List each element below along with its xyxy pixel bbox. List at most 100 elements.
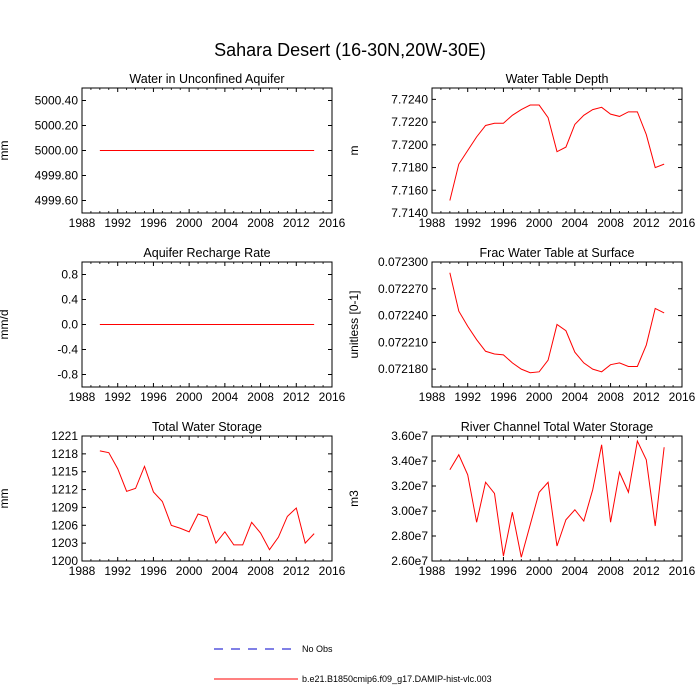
y-tick-label: 0.072240	[378, 309, 428, 323]
y-tick-label: 5000.20	[35, 119, 79, 133]
y-tick-label: 0.072270	[378, 282, 428, 296]
x-tick-label: 2016	[669, 390, 696, 404]
x-tick-label: 1996	[140, 216, 167, 230]
y-axis-label: mm/d	[0, 310, 11, 340]
y-tick-label: 7.7140	[391, 206, 428, 220]
plot-frame	[431, 435, 683, 562]
x-tick-label: 2012	[283, 564, 310, 578]
y-tick-label: 1221	[51, 429, 78, 443]
x-tick-label: 1992	[104, 216, 131, 230]
panel-water-table-depth: Water Table Depth 1988 1992 1996 2000 2004 200…	[347, 72, 696, 230]
x-tick-label: 2004	[212, 564, 239, 578]
x-tick-label: 1992	[454, 390, 481, 404]
y-axis-label: unitless [0-1]	[347, 290, 361, 358]
panel-water-in-unconfined-aquifer: Water in Unconfined Aquifer 1988 1992 1996 2…	[0, 72, 346, 230]
x-tick-label: 2008	[247, 564, 274, 578]
x-tick-label: 1996	[140, 390, 167, 404]
x-tick-label: 1988	[419, 216, 446, 230]
x-tick-label: 2016	[319, 216, 346, 230]
x-tick-label: 2004	[212, 216, 239, 230]
x-tick-label: 2012	[283, 216, 310, 230]
y-axis-label: m	[347, 146, 361, 156]
x-tick-label: 2004	[562, 390, 589, 404]
y-tick-label: 7.7200	[391, 138, 428, 152]
panel-title: Water Table Depth	[506, 72, 609, 86]
y-tick-label: 0.072210	[378, 335, 428, 349]
y-tick-label: 7.7180	[391, 161, 428, 175]
x-tick-label: 1996	[140, 564, 167, 578]
y-tick-label: 0.072180	[378, 362, 428, 376]
y-axis-label: mm	[0, 489, 11, 509]
legend-label-model: b.e21.B1850cmip6.f09_g17.DAMIP-hist-vlc.…	[302, 674, 492, 684]
y-tick-label: 1209	[51, 500, 78, 514]
legend: No Obs b.e21.B1850cmip6.f09_g17.DAMIP-hi…	[214, 644, 492, 684]
x-tick-label: 1992	[104, 564, 131, 578]
y-tick-label: 7.7220	[391, 115, 428, 129]
y-tick-label: 2.60e7	[391, 554, 428, 568]
y-tick-label: -0.8	[57, 368, 78, 382]
y-tick-label: 0.0	[61, 318, 78, 332]
x-tick-label: 2000	[526, 564, 553, 578]
x-tick-label: 1992	[454, 216, 481, 230]
series-line	[99, 450, 315, 551]
series-line	[449, 104, 665, 201]
panel-total-water-storage: Total Water Storage 1988 1992 1996 2000 2004 2…	[0, 420, 346, 578]
x-tick-label: 2016	[319, 390, 346, 404]
x-tick-label: 1988	[419, 564, 446, 578]
y-axis-label: mm	[0, 141, 11, 161]
y-tick-label: 7.7240	[391, 92, 428, 106]
x-tick-label: 2004	[562, 564, 589, 578]
panel-title: River Channel Total Water Storage	[461, 420, 654, 434]
y-tick-label: 0.8	[61, 268, 78, 282]
y-tick-label: 1200	[51, 554, 78, 568]
x-tick-label: 2000	[176, 216, 203, 230]
y-tick-label: -0.4	[57, 343, 78, 357]
y-tick-label: 0.072300	[378, 255, 428, 269]
panel-title: Aquifer Recharge Rate	[143, 246, 270, 260]
y-axis-label: m3	[347, 490, 361, 507]
x-tick-label: 1996	[490, 390, 517, 404]
x-tick-label: 2008	[597, 216, 624, 230]
x-tick-label: 1988	[419, 390, 446, 404]
x-tick-label: 1992	[454, 564, 481, 578]
x-tick-label: 2008	[247, 216, 274, 230]
x-tick-label: 2000	[526, 390, 553, 404]
x-tick-label: 2000	[176, 564, 203, 578]
y-tick-label: 4999.60	[35, 194, 79, 208]
x-tick-label: 2012	[283, 390, 310, 404]
x-tick-label: 2012	[633, 390, 660, 404]
legend-label-no-obs: No Obs	[302, 644, 333, 654]
y-tick-label: 2.80e7	[391, 529, 428, 543]
y-tick-label: 1218	[51, 447, 78, 461]
series-line	[449, 439, 665, 558]
x-tick-label: 2000	[176, 390, 203, 404]
y-tick-label: 3.40e7	[391, 454, 428, 468]
x-tick-label: 1996	[490, 564, 517, 578]
y-tick-label: 1203	[51, 536, 78, 550]
panel-title: Total Water Storage	[152, 420, 262, 434]
x-tick-label: 2008	[247, 390, 274, 404]
x-tick-label: 1992	[104, 390, 131, 404]
x-tick-label: 2004	[562, 216, 589, 230]
y-tick-label: 7.7160	[391, 183, 428, 197]
y-tick-label: 3.00e7	[391, 504, 428, 518]
x-tick-label: 2016	[669, 216, 696, 230]
x-tick-label: 2016	[319, 564, 346, 578]
panel-river-channel-total-water-storage: River Channel Total Water Storage 1988 199…	[347, 420, 696, 578]
panel-frac-water-table-at-surface: Frac Water Table at Surface 1988 1992 1996 2…	[347, 246, 696, 404]
y-tick-label: 3.60e7	[391, 429, 428, 443]
x-tick-label: 1988	[69, 216, 96, 230]
x-tick-label: 2004	[212, 390, 239, 404]
y-tick-label: 5000.40	[35, 94, 79, 108]
series-line	[449, 272, 665, 374]
x-tick-label: 1988	[69, 390, 96, 404]
y-tick-label: 1215	[51, 465, 78, 479]
x-tick-label: 1988	[69, 564, 96, 578]
y-tick-label: 3.20e7	[391, 479, 428, 493]
panel-title: Water in Unconfined Aquifer	[129, 72, 284, 86]
x-tick-label: 2008	[597, 564, 624, 578]
y-tick-label: 1212	[51, 483, 78, 497]
y-tick-label: 0.4	[61, 293, 78, 307]
x-tick-label: 2012	[633, 216, 660, 230]
